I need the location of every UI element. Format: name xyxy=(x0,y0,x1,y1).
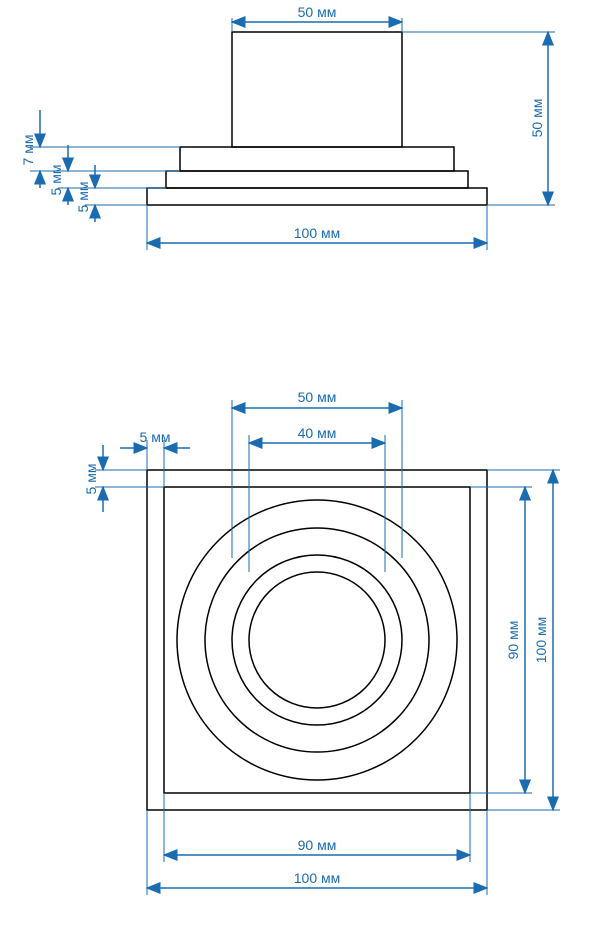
dim-margin-v: 5 мм xyxy=(83,464,99,495)
dim-step3: 5 мм xyxy=(75,182,91,213)
dim-outer-sq-h: 100 мм xyxy=(533,617,549,664)
dim-circle-inner: 40 мм xyxy=(298,425,337,441)
dim-step2: 5 мм xyxy=(48,165,64,196)
dim-outer-sq-w: 100 мм xyxy=(294,870,341,886)
engineering-drawing: 50 мм 50 мм 7 мм 5 мм 5 мм 100 мм xyxy=(0,0,600,944)
dim-margin-h: 5 мм xyxy=(140,429,171,445)
plan-view: 50 мм 40 мм 5 мм 5 мм 90 мм 100 мм 90 мм xyxy=(83,389,560,895)
dim-overall-height: 50 мм xyxy=(529,99,545,138)
dim-circle-outer: 50 мм xyxy=(298,389,337,405)
dim-cyl-width: 50 мм xyxy=(298,4,337,20)
dim-step1: 7 мм xyxy=(20,135,36,166)
dim-base-width: 100 мм xyxy=(294,225,341,241)
dim-inner-sq-h: 90 мм xyxy=(505,621,521,660)
dim-inner-sq-w: 90 мм xyxy=(298,837,337,853)
elevation-view: 50 мм 50 мм 7 мм 5 мм 5 мм 100 мм xyxy=(20,4,555,250)
